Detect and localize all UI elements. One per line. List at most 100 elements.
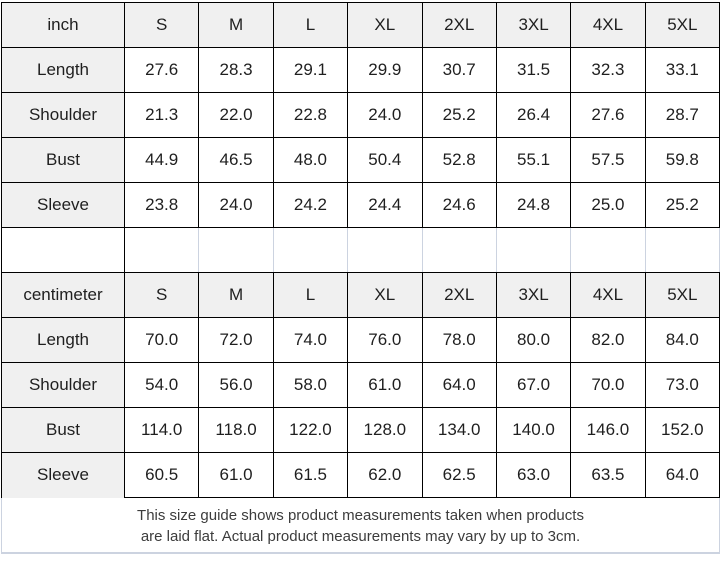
size-value-cell: 57.5 [570, 137, 646, 183]
size-header-cell: L [272, 2, 349, 48]
size-value-cell: 54.0 [123, 362, 200, 408]
size-value-cell: 128.0 [347, 407, 423, 453]
size-value-cell: 25.0 [570, 182, 646, 228]
table-row-shoulder-cm: Shoulder 54.0 56.0 58.0 61.0 64.0 67.0 7… [1, 362, 721, 408]
size-value-cell: 84.0 [644, 317, 721, 363]
size-header-cell: 3XL [495, 272, 572, 318]
measure-label-cell: Length [1, 47, 125, 93]
size-value-cell: 21.3 [123, 92, 200, 138]
spacer-cell [123, 227, 200, 273]
size-value-cell: 46.5 [198, 137, 274, 183]
measure-label-cell: Bust [1, 137, 125, 183]
size-value-cell: 114.0 [123, 407, 200, 453]
size-value-cell: 25.2 [421, 92, 497, 138]
size-header-cell: L [272, 272, 349, 318]
spacer-cell [644, 227, 721, 273]
size-value-cell: 28.3 [198, 47, 274, 93]
size-value-cell: 70.0 [123, 317, 200, 363]
table-row-inch-header: inch S M L XL 2XL 3XL 4XL 5XL [1, 2, 721, 48]
size-header-cell: 4XL [570, 2, 646, 48]
size-value-cell: 55.1 [495, 137, 572, 183]
size-value-cell: 59.8 [644, 137, 721, 183]
measure-label-cell: Shoulder [1, 92, 125, 138]
size-value-cell: 134.0 [421, 407, 497, 453]
measure-label-cell: Length [1, 317, 125, 363]
size-header-cell: 5XL [644, 272, 721, 318]
table-row-length-cm: Length 70.0 72.0 74.0 76.0 78.0 80.0 82.… [1, 317, 721, 363]
table-row-sleeve-inch: Sleeve 23.8 24.0 24.2 24.4 24.6 24.8 25.… [1, 182, 721, 228]
size-value-cell: 61.0 [347, 362, 423, 408]
size-value-cell: 62.0 [347, 452, 423, 498]
size-header-cell: 5XL [644, 2, 721, 48]
size-value-cell: 63.0 [495, 452, 572, 498]
spacer-cell [1, 227, 125, 273]
table-row-shoulder-inch: Shoulder 21.3 22.0 22.8 24.0 25.2 26.4 2… [1, 92, 721, 138]
size-value-cell: 26.4 [495, 92, 572, 138]
size-value-cell: 23.8 [123, 182, 200, 228]
size-value-cell: 64.0 [644, 452, 721, 498]
size-value-cell: 73.0 [644, 362, 721, 408]
size-header-cell: 2XL [421, 2, 497, 48]
size-value-cell: 56.0 [198, 362, 274, 408]
size-value-cell: 30.7 [421, 47, 497, 93]
size-value-cell: 52.8 [421, 137, 497, 183]
size-value-cell: 29.9 [347, 47, 423, 93]
table-row-centimeter-header: centimeter S M L XL 2XL 3XL 4XL 5XL [1, 272, 721, 318]
size-value-cell: 32.3 [570, 47, 646, 93]
size-header-cell: M [198, 272, 274, 318]
size-guide-note: This size guide shows product measuremen… [1, 498, 720, 554]
spacer-cell [495, 227, 572, 273]
spacer-row [1, 227, 721, 273]
size-value-cell: 61.0 [198, 452, 274, 498]
size-value-cell: 50.4 [347, 137, 423, 183]
size-value-cell: 24.0 [198, 182, 274, 228]
size-value-cell: 64.0 [421, 362, 497, 408]
size-chart-table: inch S M L XL 2XL 3XL 4XL 5XL Length 27.… [1, 2, 721, 498]
spacer-cell [347, 227, 423, 273]
size-header-cell: S [123, 272, 200, 318]
spacer-cell [198, 227, 274, 273]
measure-label-cell: Sleeve [1, 452, 125, 498]
size-value-cell: 62.5 [421, 452, 497, 498]
size-value-cell: 22.0 [198, 92, 274, 138]
size-value-cell: 24.8 [495, 182, 572, 228]
size-value-cell: 29.1 [272, 47, 349, 93]
measure-label-cell: Bust [1, 407, 125, 453]
size-value-cell: 74.0 [272, 317, 349, 363]
size-value-cell: 122.0 [272, 407, 349, 453]
size-value-cell: 72.0 [198, 317, 274, 363]
size-value-cell: 48.0 [272, 137, 349, 183]
size-header-cell: S [123, 2, 200, 48]
measure-label-cell: Sleeve [1, 182, 125, 228]
note-line: are laid flat. Actual product measuremen… [140, 528, 581, 545]
size-value-cell: 152.0 [644, 407, 721, 453]
note-line: This size guide shows product measuremen… [137, 507, 584, 524]
spacer-cell [421, 227, 497, 273]
table-row-sleeve-cm: Sleeve 60.5 61.0 61.5 62.0 62.5 63.0 63.… [1, 452, 721, 498]
size-value-cell: 82.0 [570, 317, 646, 363]
table-row-length-inch: Length 27.6 28.3 29.1 29.9 30.7 31.5 32.… [1, 47, 721, 93]
size-value-cell: 25.2 [644, 182, 721, 228]
unit-header-cell-inch: inch [1, 2, 125, 48]
spacer-cell [570, 227, 646, 273]
size-value-cell: 24.4 [347, 182, 423, 228]
size-value-cell: 67.0 [495, 362, 572, 408]
size-header-cell: 3XL [495, 2, 572, 48]
size-header-cell: M [198, 2, 274, 48]
size-value-cell: 60.5 [123, 452, 200, 498]
size-value-cell: 24.2 [272, 182, 349, 228]
size-header-cell: XL [347, 2, 423, 48]
size-value-cell: 61.5 [272, 452, 349, 498]
size-value-cell: 118.0 [198, 407, 274, 453]
size-header-cell: XL [347, 272, 423, 318]
size-value-cell: 140.0 [495, 407, 572, 453]
size-value-cell: 44.9 [123, 137, 200, 183]
spacer-cell [272, 227, 349, 273]
measure-label-cell: Shoulder [1, 362, 125, 408]
size-value-cell: 33.1 [644, 47, 721, 93]
size-value-cell: 27.6 [123, 47, 200, 93]
size-header-cell: 4XL [570, 272, 646, 318]
size-value-cell: 24.0 [347, 92, 423, 138]
size-header-cell: 2XL [421, 272, 497, 318]
